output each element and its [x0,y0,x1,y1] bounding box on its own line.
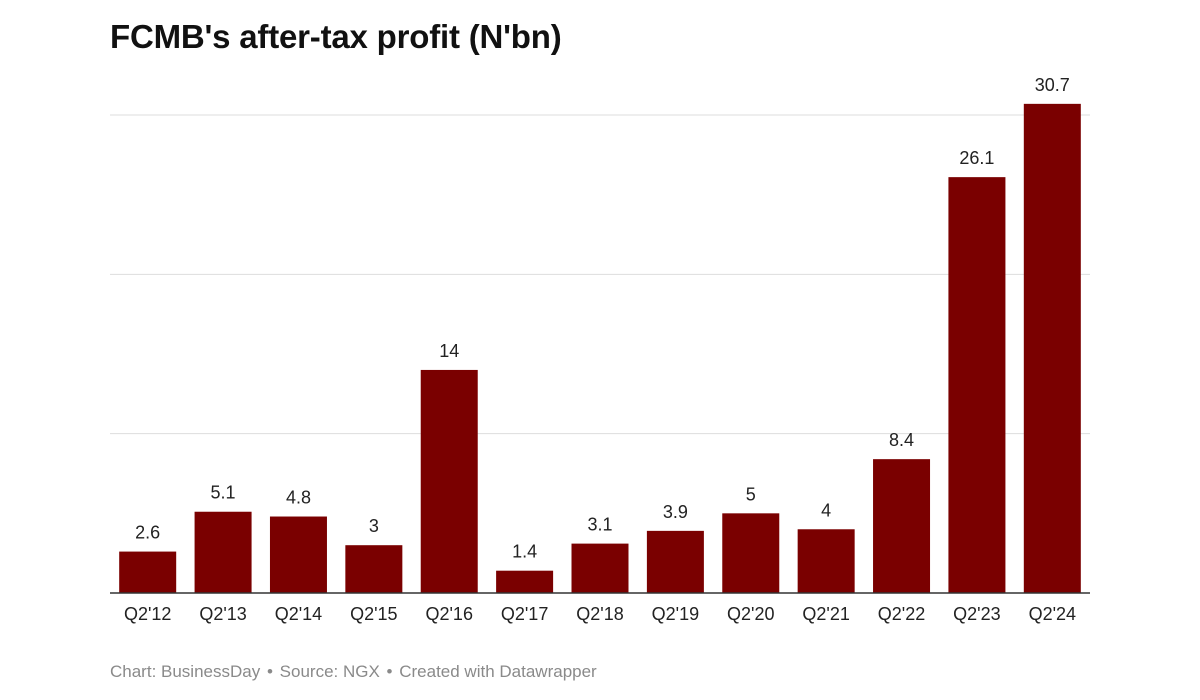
created-with-note: Created with Datawrapper [399,662,597,681]
x-tick-label: Q2'22 [878,604,925,624]
x-tick-label: Q2'21 [802,604,849,624]
data-label: 4.8 [286,488,311,508]
footer-separator: • [266,662,273,681]
data-label: 1.4 [512,542,537,562]
x-tick-label: Q2'17 [501,604,548,624]
bar [119,551,177,593]
bar [571,543,629,593]
bar [1023,103,1081,593]
chart-footer: Chart: BusinessDay • Source: NGX • Creat… [110,662,597,682]
x-tick-label: Q2'13 [199,604,246,624]
x-tick-label: Q2'19 [652,604,699,624]
x-tick-label: Q2'24 [1029,604,1076,624]
data-label: 3 [369,516,379,536]
chart-title: FCMB's after-tax profit (N'bn) [110,18,562,55]
bar [496,570,554,593]
bar [345,545,403,593]
x-tick-label: Q2'23 [953,604,1000,624]
chart-credit: Chart: BusinessDay [110,662,261,681]
bar [420,369,478,593]
x-tick-label: Q2'18 [576,604,623,624]
data-label: 5 [746,484,756,504]
data-label: 3.1 [587,515,612,535]
x-tick-label: Q2'14 [275,604,322,624]
x-tick-label: Q2'12 [124,604,171,624]
bar [646,530,704,593]
x-tick-label: Q2'16 [425,604,472,624]
footer-separator: • [386,662,393,681]
source-note: Source: NGX [279,662,380,681]
data-label: 5.1 [211,483,236,503]
x-tick-label: Q2'15 [350,604,397,624]
bar [873,459,931,593]
bar [194,511,252,593]
data-label: 3.9 [663,502,688,522]
bar [722,513,780,593]
bar [797,529,855,593]
data-label: 4 [821,500,831,520]
data-label: 8.4 [889,430,914,450]
data-label: 30.7 [1035,75,1070,95]
bar [269,516,327,593]
data-label: 2.6 [135,523,160,543]
data-label: 26.1 [959,148,994,168]
x-tick-label: Q2'20 [727,604,774,624]
data-label: 14 [439,341,459,361]
bar [948,177,1006,593]
